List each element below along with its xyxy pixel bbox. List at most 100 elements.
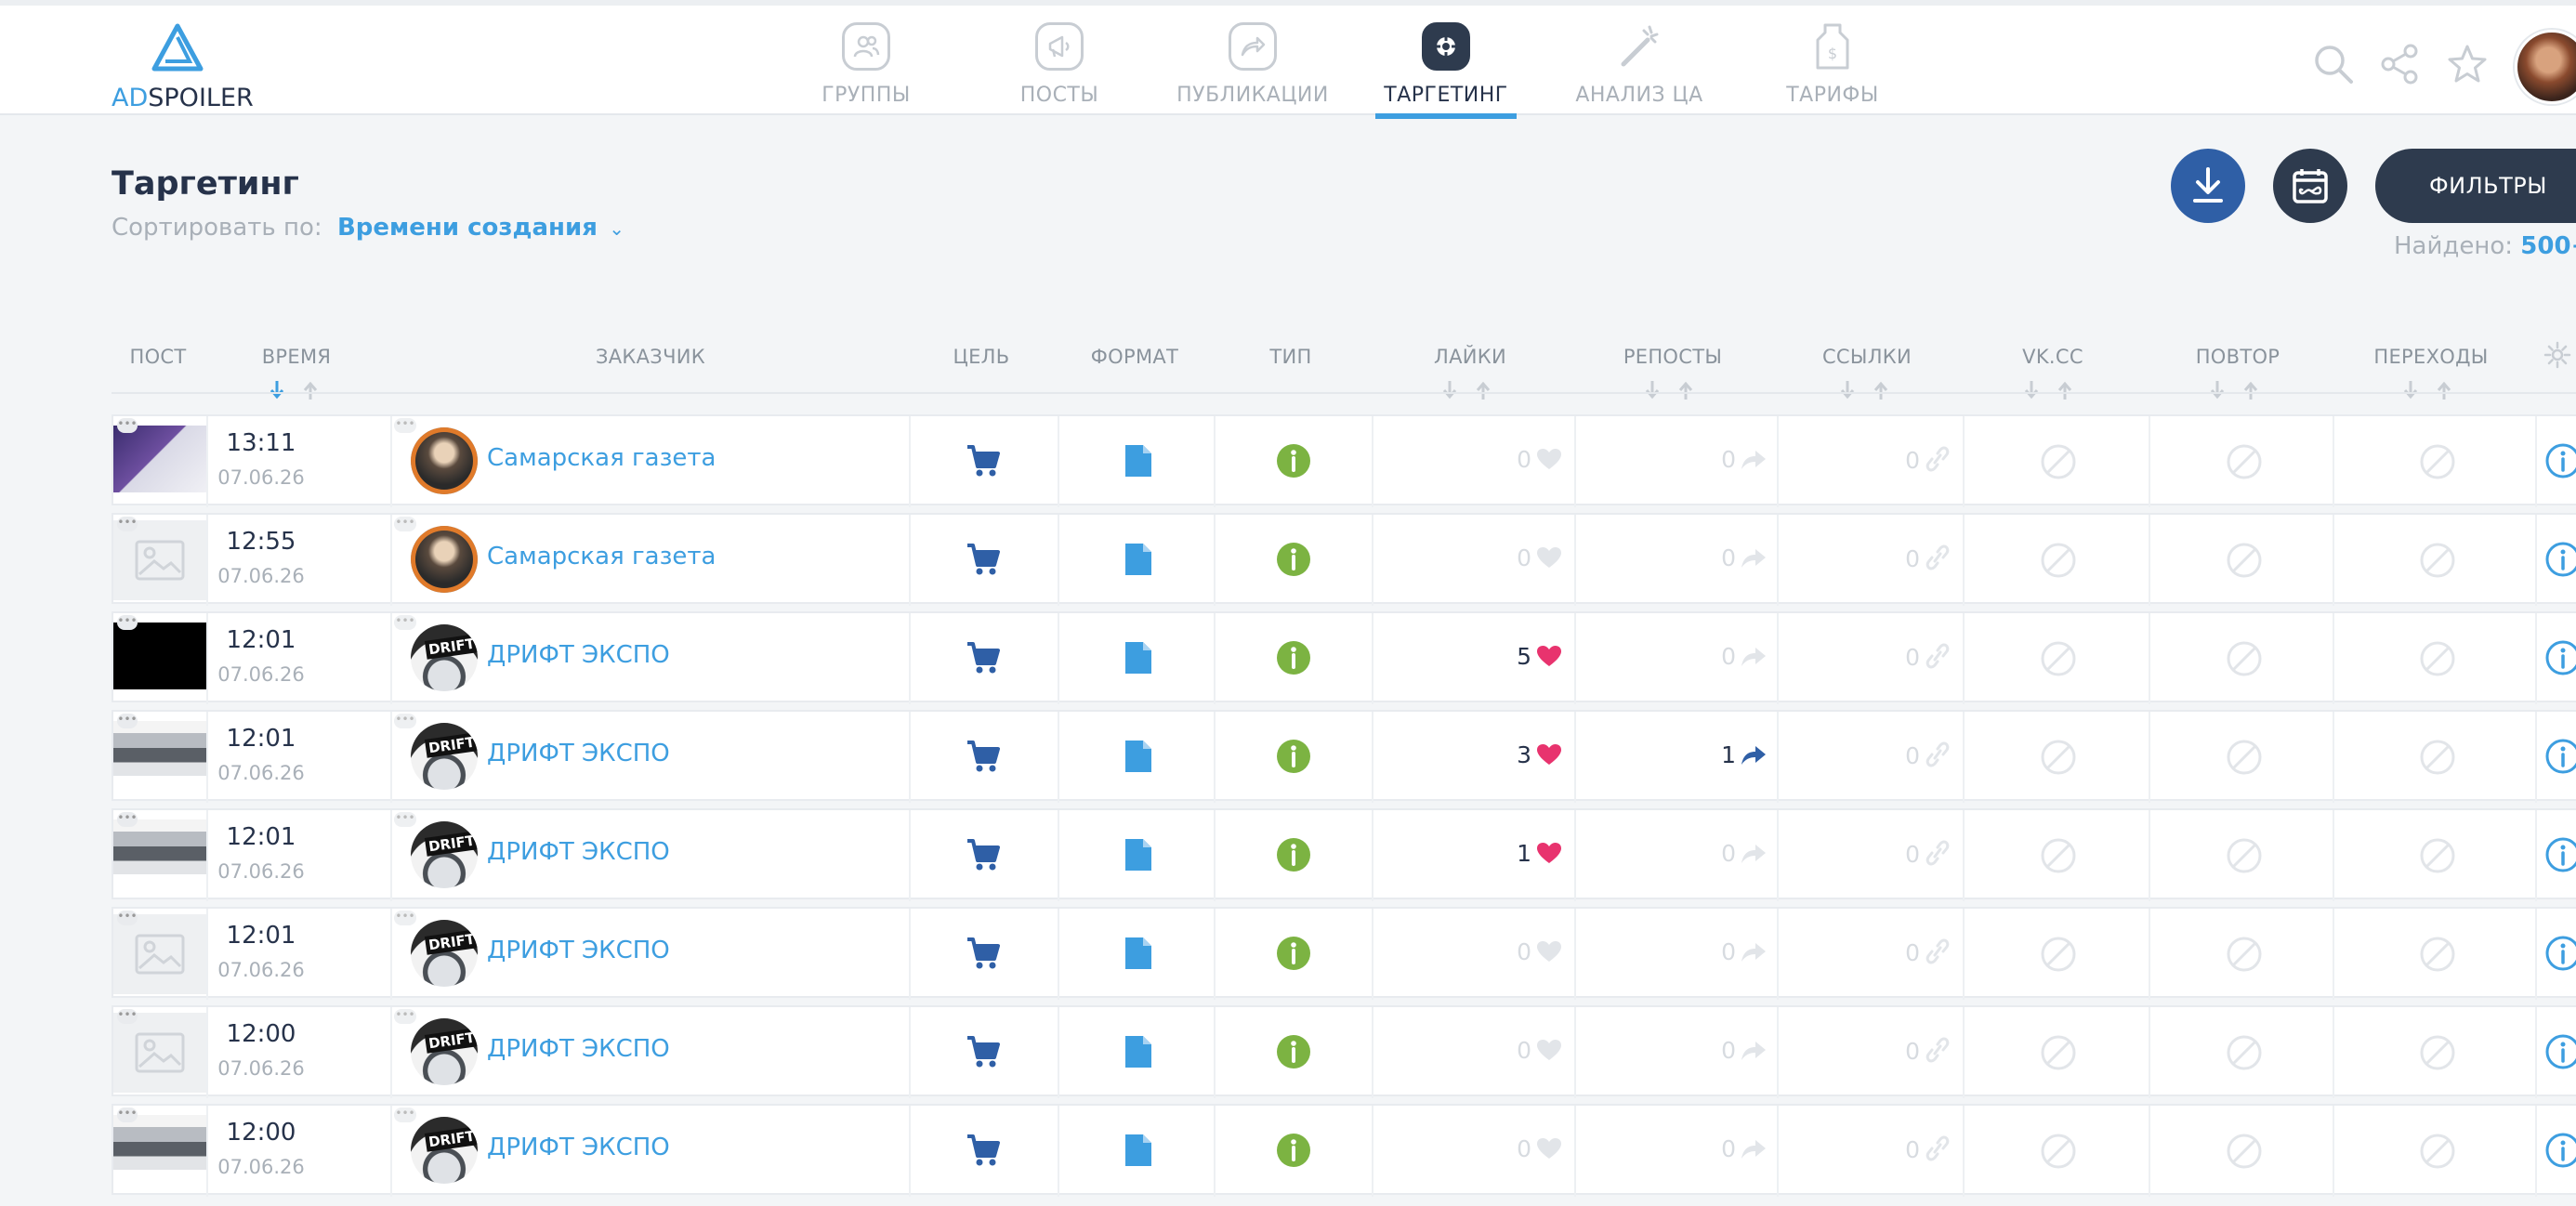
table-row[interactable]: ••• 12:01 07.06.26 ••• DRIFT ДРИФТ ЭКСПО 3 1 0 xyxy=(112,710,2576,803)
repost-arrow-icon xyxy=(1741,549,1766,568)
info-outline-icon[interactable] xyxy=(2544,935,2576,976)
more-dots-icon[interactable]: ••• xyxy=(117,1009,138,1024)
nav-item-groups[interactable]: ГРУППЫ xyxy=(782,6,950,121)
cell-divider xyxy=(206,515,208,606)
customer-more-dots-icon[interactable]: ••• xyxy=(394,911,416,925)
customer-name-link[interactable]: ДРИФТ ЭКСПО xyxy=(487,1035,670,1063)
cell-divider xyxy=(206,1007,208,1098)
customer-name-link[interactable]: ДРИФТ ЭКСПО xyxy=(487,1134,670,1161)
document-icon xyxy=(1123,639,1154,680)
links-count: 0 xyxy=(1840,1037,1952,1065)
megaphone-icon xyxy=(1035,22,1084,71)
customer-name-link[interactable]: ДРИФТ ЭКСПО xyxy=(487,838,670,866)
customer-more-dots-icon[interactable]: ••• xyxy=(394,418,416,433)
post-time: 12:01 xyxy=(226,823,296,851)
post-thumbnail-placeholder[interactable] xyxy=(113,914,206,994)
post-date: 07.06.26 xyxy=(217,663,305,686)
customer-avatar[interactable] xyxy=(411,526,478,593)
cell-divider xyxy=(909,416,911,507)
customer-more-dots-icon[interactable]: ••• xyxy=(394,812,416,827)
more-dots-icon[interactable]: ••• xyxy=(117,517,138,531)
search-icon[interactable] xyxy=(2312,43,2355,89)
more-dots-icon[interactable]: ••• xyxy=(117,911,138,925)
chevron-down-icon[interactable]: ⌄ xyxy=(609,217,624,240)
customer-name-link[interactable]: ДРИФТ ЭКСПО xyxy=(487,740,670,767)
info-outline-icon[interactable] xyxy=(2544,442,2576,483)
customer-more-dots-icon[interactable]: ••• xyxy=(394,615,416,630)
col-header-reposts[interactable]: РЕПОСТЫ xyxy=(1623,346,1723,368)
info-outline-icon[interactable] xyxy=(2544,541,2576,582)
post-thumbnail[interactable] xyxy=(113,819,206,886)
more-dots-icon[interactable]: ••• xyxy=(117,714,138,728)
customer-more-dots-icon[interactable]: ••• xyxy=(394,517,416,531)
share-icon[interactable] xyxy=(2379,43,2422,89)
star-icon[interactable] xyxy=(2446,43,2489,89)
cell-divider xyxy=(390,810,392,901)
table-row[interactable]: ••• 12:00 07.06.26 ••• DRIFT ДРИФТ ЭКСПО 0 0 0 xyxy=(112,1104,2576,1197)
customer-avatar[interactable]: DRIFT xyxy=(411,723,478,790)
nav-item-targeting[interactable]: ТАРГЕТИНГ xyxy=(1362,6,1530,121)
more-dots-icon[interactable]: ••• xyxy=(117,615,138,630)
post-thumbnail[interactable] xyxy=(113,721,206,788)
table-row[interactable]: ••• 12:55 07.06.26 ••• Самарская газета 0 0 0 xyxy=(112,513,2576,606)
filters-button[interactable]: ФИЛЬТРЫ xyxy=(2375,149,2576,223)
customer-more-dots-icon[interactable]: ••• xyxy=(394,714,416,728)
table-row[interactable]: ••• 12:01 07.06.26 ••• DRIFT ДРИФТ ЭКСПО 5 0 0 xyxy=(112,611,2576,704)
links-count: 0 xyxy=(1840,938,1952,966)
customer-avatar[interactable] xyxy=(411,427,478,494)
customer-more-dots-icon[interactable]: ••• xyxy=(394,1108,416,1122)
customer-avatar[interactable]: DRIFT xyxy=(411,1018,478,1085)
post-thumbnail[interactable] xyxy=(113,426,206,492)
disabled-repeat-icon xyxy=(2225,541,2264,583)
adspoiler-logo[interactable]: ADSPOILER xyxy=(110,17,258,115)
nav-item-audience-analysis[interactable]: АНАЛИЗ ЦА xyxy=(1556,6,1723,121)
table-row[interactable]: ••• 13:11 07.06.26 ••• Самарская газета 0 0 0 xyxy=(112,414,2576,507)
col-header-clicks[interactable]: ПЕРЕХОДЫ xyxy=(2373,346,2489,368)
info-outline-icon[interactable] xyxy=(2544,1033,2576,1074)
post-thumbnail[interactable] xyxy=(113,623,206,689)
customer-name-link[interactable]: ДРИФТ ЭКСПО xyxy=(487,641,670,669)
cell-divider xyxy=(1372,1007,1373,1098)
sort-dropdown[interactable]: Времени создания xyxy=(336,214,598,242)
share-arrow-icon xyxy=(1229,22,1277,71)
table-row[interactable]: ••• 12:01 07.06.26 ••• DRIFT ДРИФТ ЭКСПО 0 0 0 xyxy=(112,907,2576,1000)
calendar-infinity-button[interactable] xyxy=(2273,149,2347,223)
gear-icon[interactable] xyxy=(2543,340,2572,374)
heart-icon xyxy=(1537,547,1561,568)
customer-avatar[interactable]: DRIFT xyxy=(411,821,478,888)
customer-avatar[interactable]: DRIFT xyxy=(411,624,478,691)
cell-divider xyxy=(1372,1106,1373,1197)
user-avatar[interactable] xyxy=(2515,30,2576,104)
col-header-time[interactable]: ВРЕМЯ xyxy=(261,346,332,368)
more-dots-icon[interactable]: ••• xyxy=(117,418,138,433)
col-header-likes[interactable]: ЛАЙКИ xyxy=(1434,346,1506,368)
table-row[interactable]: ••• 12:01 07.06.26 ••• DRIFT ДРИФТ ЭКСПО 1 0 0 xyxy=(112,808,2576,901)
table-row[interactable]: ••• 12:00 07.06.26 ••• DRIFT ДРИФТ ЭКСПО 0 0 0 xyxy=(112,1005,2576,1098)
info-outline-icon[interactable] xyxy=(2544,738,2576,779)
post-thumbnail-placeholder[interactable] xyxy=(113,520,206,600)
customer-name-link[interactable]: ДРИФТ ЭКСПО xyxy=(487,937,670,964)
customer-name-link[interactable]: Самарская газета xyxy=(487,543,716,570)
nav-item-tariffs[interactable]: $ ТАРИФЫ xyxy=(1749,6,1916,121)
post-thumbnail-placeholder[interactable] xyxy=(113,1013,206,1093)
nav-item-posts[interactable]: ПОСТЫ xyxy=(976,6,1143,121)
logo-triangle-icon xyxy=(151,23,204,72)
more-dots-icon[interactable]: ••• xyxy=(117,1108,138,1122)
col-header-vkcc[interactable]: VK.CC xyxy=(2022,346,2083,368)
page-title: Таргетинг xyxy=(112,165,299,203)
col-header-repeat[interactable]: ПОВТОР xyxy=(2195,346,2280,368)
heart-icon xyxy=(1537,941,1561,962)
col-header-links[interactable]: ССЫЛКИ xyxy=(1821,346,1912,368)
download-button[interactable] xyxy=(2171,149,2245,223)
customer-name-link[interactable]: Самарская газета xyxy=(487,444,716,472)
info-outline-icon[interactable] xyxy=(2544,1132,2576,1173)
info-outline-icon[interactable] xyxy=(2544,836,2576,877)
cell-divider xyxy=(390,909,392,1000)
customer-avatar[interactable]: DRIFT xyxy=(411,1117,478,1184)
info-outline-icon[interactable] xyxy=(2544,639,2576,680)
nav-item-publications[interactable]: ПУБЛИКАЦИИ xyxy=(1169,6,1336,121)
more-dots-icon[interactable]: ••• xyxy=(117,812,138,827)
customer-avatar[interactable]: DRIFT xyxy=(411,920,478,987)
customer-more-dots-icon[interactable]: ••• xyxy=(394,1009,416,1024)
post-thumbnail[interactable] xyxy=(113,1115,206,1182)
